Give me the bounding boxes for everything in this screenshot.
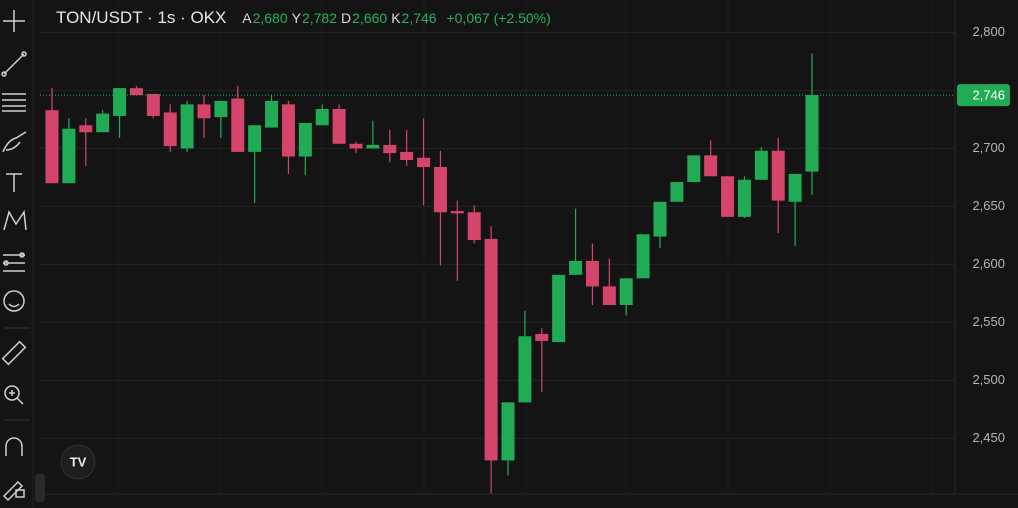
forecast-tool[interactable] xyxy=(3,252,25,272)
ohlc-value: 2,660 xyxy=(352,10,388,26)
candle-body xyxy=(332,109,346,144)
emoji-tool[interactable] xyxy=(3,290,25,312)
candle-body xyxy=(501,402,515,461)
ohlc-key: A xyxy=(242,10,252,26)
y-tick-label: 2,500 xyxy=(972,372,1005,387)
candle-body xyxy=(653,201,667,237)
candle-body xyxy=(450,211,464,214)
candle-body xyxy=(721,176,735,217)
candle-body xyxy=(62,128,76,184)
candle-body xyxy=(737,179,751,217)
symbol-title: TON/USDT · 1s · OKX xyxy=(56,8,227,27)
candle-body xyxy=(467,212,481,241)
candle-body xyxy=(383,144,397,154)
candle-body xyxy=(670,182,684,202)
candle-body xyxy=(704,155,718,177)
y-tick-label: 2,650 xyxy=(972,198,1005,213)
candle-body xyxy=(146,93,160,116)
candle-body xyxy=(484,238,498,461)
candle-body xyxy=(771,150,785,201)
candle-body xyxy=(281,104,295,157)
candle-body xyxy=(433,166,447,213)
candle-body xyxy=(636,234,650,279)
candle-body xyxy=(552,274,566,343)
candle-body xyxy=(197,104,211,119)
ohlc-key: K xyxy=(391,10,401,26)
candle-body xyxy=(96,113,110,133)
line-tool[interactable] xyxy=(1,51,27,77)
lock-tool[interactable] xyxy=(2,480,25,502)
candle-body xyxy=(265,100,279,128)
brush-tool[interactable] xyxy=(2,131,27,153)
candles xyxy=(45,53,819,493)
toolbar[interactable] xyxy=(1,0,45,508)
candle-body xyxy=(79,125,93,133)
fib-tool[interactable] xyxy=(2,93,26,112)
crosshair-tool[interactable] xyxy=(3,10,25,32)
ohlc-key: D xyxy=(341,10,352,26)
candle-body xyxy=(349,143,363,149)
candle-body xyxy=(619,278,633,305)
last-price-box xyxy=(957,84,1010,107)
magnet-tool[interactable] xyxy=(5,437,23,456)
ohlc-key: Y xyxy=(291,10,301,26)
logo-text: TV xyxy=(70,454,87,469)
collapse-button[interactable] xyxy=(35,474,45,502)
candle-body xyxy=(687,155,701,183)
candle-body xyxy=(585,260,599,287)
candle-body xyxy=(163,112,177,147)
candle-body xyxy=(788,173,802,202)
legend-header: TON/USDT · 1s · OKX A2,680 Y2,782 D2,660 K2… xyxy=(56,8,551,28)
ohlc-values: A2,680 Y2,782 D2,660 K2,746 xyxy=(238,10,436,26)
candle-body xyxy=(366,144,380,149)
logo: TV xyxy=(60,444,96,480)
candle-body xyxy=(214,100,228,118)
pattern-tool[interactable] xyxy=(3,209,27,231)
candle-body xyxy=(518,336,532,403)
candle-body xyxy=(535,333,549,341)
y-tick-label: 2,550 xyxy=(972,314,1005,329)
candle-body xyxy=(400,151,414,161)
candle-body xyxy=(45,110,59,184)
last-price-label: 2,746 xyxy=(972,88,1005,103)
y-tick-label: 2,700 xyxy=(972,140,1005,155)
text-tool[interactable] xyxy=(6,173,22,192)
candle-body xyxy=(602,286,616,305)
candle-body xyxy=(805,95,819,172)
candle-body xyxy=(417,157,431,167)
candle-body xyxy=(113,88,127,116)
price-line: 2,746 xyxy=(40,84,1010,107)
candle-body xyxy=(129,88,143,96)
y-tick-label: 2,600 xyxy=(972,256,1005,271)
candle-body xyxy=(315,109,329,126)
y-tick-label: 2,800 xyxy=(972,24,1005,39)
candle-body xyxy=(231,98,245,152)
ruler-tool[interactable] xyxy=(1,340,27,366)
y-tick-label: 2,450 xyxy=(972,430,1005,445)
ohlc-value: 2,680 xyxy=(252,10,288,26)
zoom-tool[interactable] xyxy=(4,385,24,405)
candle-body xyxy=(754,150,768,180)
ohlc-value: 2,782 xyxy=(301,10,338,26)
ohlc-value: 2,746 xyxy=(401,10,437,26)
change-value: +0,067 (+2.50%) xyxy=(446,10,551,26)
candle-body xyxy=(180,104,194,149)
candle-body xyxy=(298,122,312,157)
candle-body xyxy=(569,260,583,275)
candle-body xyxy=(248,125,262,152)
